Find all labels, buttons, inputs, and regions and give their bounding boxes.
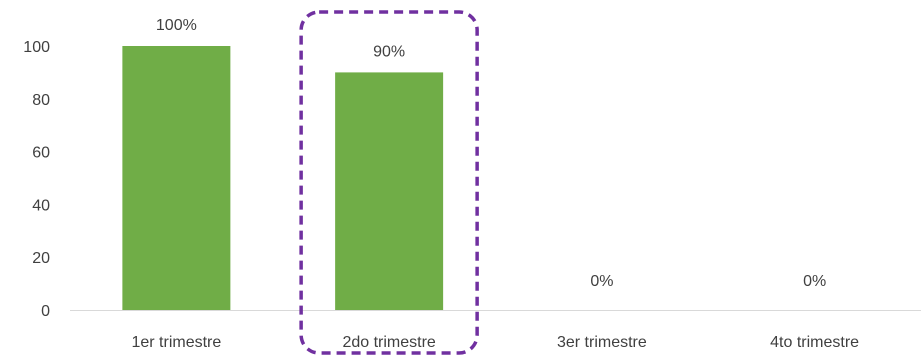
- y-tick-label: 100: [23, 39, 50, 56]
- bar: [335, 72, 444, 311]
- data-label: 100%: [156, 17, 197, 34]
- data-label: 90%: [373, 43, 405, 60]
- highlight-box: [299, 10, 479, 355]
- category-labels: 1er trimestre 2do trimestre 3er trimestre 4…: [131, 334, 859, 351]
- category-label: 3er trimestre: [557, 334, 647, 351]
- y-axis-ticks: 0 20 40 60 80 100: [23, 39, 50, 320]
- data-label: 0%: [803, 273, 826, 290]
- category-label: 2do trimestre: [342, 334, 435, 351]
- bars: [122, 46, 444, 311]
- data-label: 0%: [590, 273, 613, 290]
- y-tick-label: 60: [32, 145, 50, 162]
- y-tick-label: 0: [41, 303, 50, 320]
- y-tick-label: 40: [32, 197, 50, 214]
- category-label: 4to trimestre: [770, 334, 859, 351]
- y-tick-label: 20: [32, 250, 50, 267]
- category-label: 1er trimestre: [131, 334, 221, 351]
- bar: [122, 46, 231, 310]
- y-tick-label: 80: [32, 92, 50, 109]
- data-labels: 100% 90% 0% 0%: [156, 17, 826, 290]
